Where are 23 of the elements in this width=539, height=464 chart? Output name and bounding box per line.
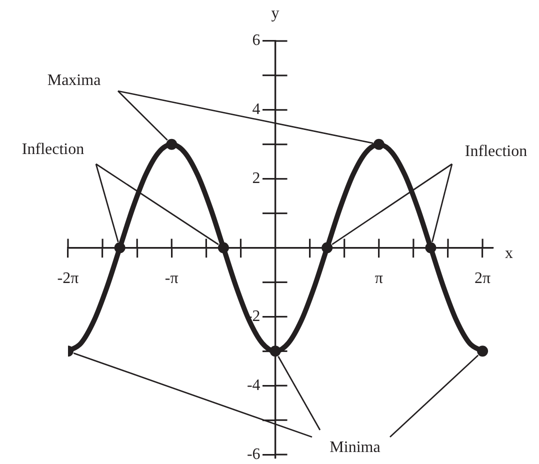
annotation: Inflection: [22, 141, 84, 158]
point: [114, 242, 126, 254]
x-axis-title: x: [505, 244, 513, 262]
x-tick-label: π: [374, 270, 383, 287]
point: [218, 242, 229, 254]
annotation: Minima: [330, 439, 380, 456]
x-tick-label: 2π: [474, 270, 491, 287]
y-tick-label: 4: [252, 101, 260, 118]
y-tick-label: -4: [246, 376, 260, 394]
point: [270, 346, 281, 357]
y-tick-label: 6: [252, 32, 260, 50]
y-tick-label: -6: [246, 446, 260, 463]
point: [373, 138, 384, 150]
point: [425, 242, 436, 254]
x-tick-label: -2π: [57, 270, 79, 287]
y-axis-title: y: [271, 5, 280, 22]
point: [477, 346, 488, 357]
point: [166, 138, 178, 150]
annotation: Inflection: [464, 143, 528, 160]
x-tick-label: -π: [164, 270, 178, 287]
y-tick-label: 2: [252, 170, 260, 188]
annotation: Maxima: [47, 72, 101, 90]
point: [322, 242, 333, 254]
